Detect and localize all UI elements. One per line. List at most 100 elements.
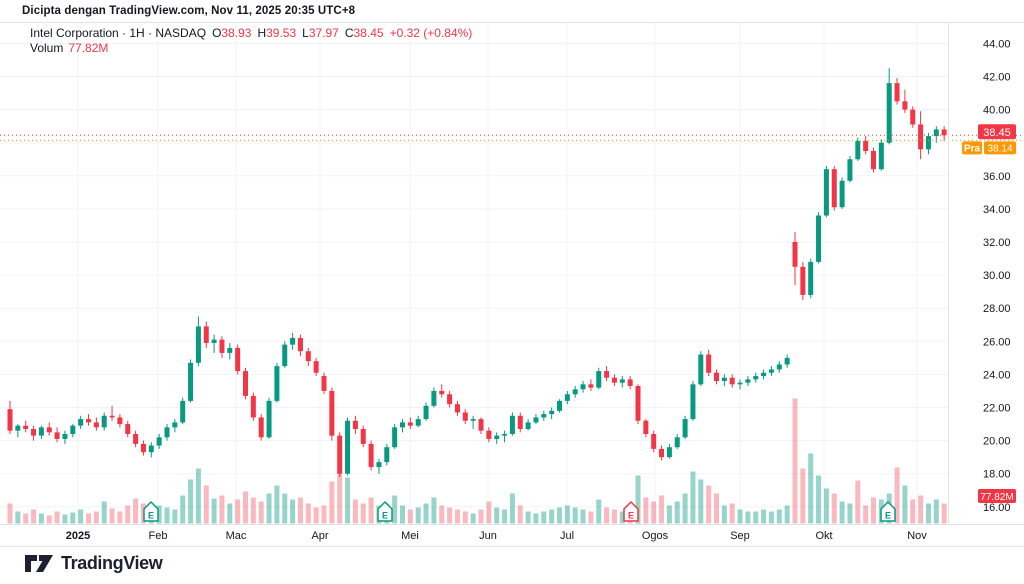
candle-body — [188, 362, 194, 401]
volume-bar — [706, 485, 712, 524]
candle-body — [415, 419, 421, 426]
volume-bar — [596, 499, 602, 524]
volume-bar — [619, 511, 625, 524]
candle-body — [729, 377, 735, 385]
volume-bar — [368, 497, 374, 524]
earnings-badge-shape — [143, 501, 159, 522]
candle-body — [619, 379, 625, 383]
volume-bar — [745, 511, 751, 524]
volume-bar — [894, 467, 900, 524]
earnings-marker-icon[interactable]: E — [143, 501, 159, 522]
volume-bar — [62, 514, 68, 524]
candle-body — [478, 419, 484, 431]
candles-layer — [7, 68, 947, 478]
volume-bar — [243, 491, 248, 524]
candle-body — [400, 422, 405, 428]
candle-body — [219, 339, 225, 353]
chart-container: 44.00 42.00 40.00 36.00 34.00 32.00 30.00 28.00… — [0, 22, 1024, 548]
volume-bar — [337, 473, 343, 524]
candle-body — [297, 337, 303, 352]
earnings-marker-icon[interactable]: E — [623, 501, 639, 522]
candle-body — [509, 415, 515, 434]
candle-body — [172, 422, 178, 428]
candlestick-chart[interactable]: 44.00 42.00 40.00 36.00 34.00 32.00 30.00 28.00… — [0, 22, 1024, 548]
tradingview-logo[interactable]: TradingView — [24, 553, 163, 574]
volume-bar — [360, 503, 366, 524]
time-axis[interactable]: 2025 Feb Mac Apr Mei Jun Jul Ogos Sep Okt Nov — [66, 530, 928, 542]
candle-body — [38, 427, 44, 436]
candle-body — [918, 124, 924, 150]
candle-body — [195, 326, 201, 363]
volume-bar — [329, 481, 335, 524]
candle-body — [604, 371, 610, 378]
candle-body — [925, 136, 931, 150]
candle-body — [62, 433, 68, 439]
earnings-marker-icon[interactable]: E — [880, 501, 896, 522]
volume-bar — [643, 497, 649, 524]
volume-bar — [31, 509, 37, 524]
earnings-letter: E — [885, 511, 891, 521]
volume-bar — [768, 511, 774, 524]
volume-bar — [180, 495, 186, 524]
volume-badge-bg — [978, 489, 1016, 503]
candle-body — [714, 372, 719, 382]
volume-bar — [15, 511, 21, 524]
candle-body — [407, 422, 413, 426]
volume-bar — [195, 468, 201, 524]
volume-bar — [839, 501, 845, 524]
candle-body — [148, 445, 154, 453]
volume-bar — [313, 507, 319, 524]
volume-bar — [784, 505, 790, 524]
candle-body — [109, 415, 115, 418]
volume-bar — [808, 453, 814, 524]
volume-bar — [564, 505, 570, 524]
candle-body — [557, 400, 562, 411]
volume-bar — [305, 503, 311, 524]
volume-bar — [549, 509, 555, 524]
volume-bar — [462, 511, 468, 524]
time-tick-label: Nov — [907, 530, 927, 542]
symbol-title: Intel Corporation · 1H · NASDAQ — [30, 26, 207, 40]
candle-body — [78, 419, 84, 426]
legend-row-main: Intel Corporation · 1H · NASDAQ O38.93 H39… — [30, 26, 472, 41]
candle-body — [321, 376, 327, 391]
symbol-legend[interactable]: Intel Corporation · 1H · NASDAQ O38.93 H39… — [30, 26, 472, 56]
volume-bar — [274, 485, 280, 524]
candle-body — [329, 390, 335, 436]
time-tick-label: Sep — [730, 530, 750, 542]
volume-bar — [282, 493, 288, 524]
candle-body — [93, 422, 99, 428]
candle-body — [580, 384, 586, 390]
last-price-value: 38.45 — [983, 127, 1011, 139]
price-tick-label: 26.00 — [983, 336, 1011, 348]
volume-bar — [486, 501, 492, 524]
price-tick-label: 40.00 — [983, 105, 1011, 117]
price-axis[interactable]: 44.00 42.00 40.00 36.00 34.00 32.00 30.00 28.00… — [983, 38, 1011, 513]
earnings-marker-icon[interactable]: E — [377, 501, 393, 522]
price-tick-label: 44.00 — [983, 38, 1011, 50]
candle-body — [266, 400, 272, 438]
candle-body — [902, 101, 908, 110]
candle-body — [384, 447, 390, 463]
volume-layer — [7, 398, 947, 524]
premarket-badge: Pra 38.14 — [962, 141, 1016, 155]
candle-body — [290, 337, 296, 345]
volume-bar — [439, 505, 445, 524]
candle-body — [156, 437, 162, 446]
candle-body — [494, 435, 500, 439]
volume-bar — [761, 509, 767, 524]
volume-value: 77.82M — [68, 41, 109, 55]
candle-body — [651, 433, 657, 449]
candle-body — [690, 384, 696, 420]
ohlc-item: H39.53 — [257, 26, 297, 40]
candle-body — [345, 420, 351, 474]
time-tick-label: Feb — [149, 530, 168, 542]
volume-bar — [941, 503, 947, 524]
volume-bar — [352, 499, 358, 524]
volume-bar — [863, 505, 869, 524]
volume-bar — [431, 497, 437, 524]
candle-body — [23, 425, 29, 430]
volume-bar — [698, 479, 704, 524]
volume-bar — [635, 475, 641, 524]
